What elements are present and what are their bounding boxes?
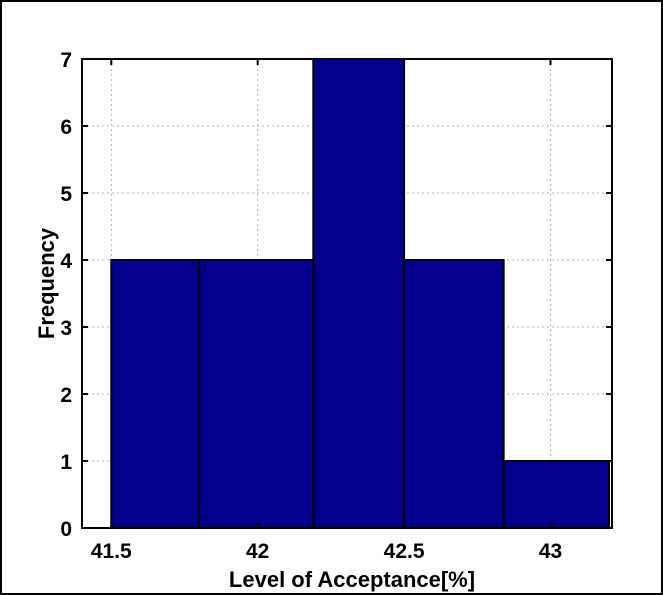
y-tick-label: 6 bbox=[60, 116, 72, 139]
y-axis-label: Frequency bbox=[34, 227, 59, 339]
y-tick-label: 1 bbox=[60, 451, 72, 474]
plot-frame bbox=[81, 58, 613, 529]
y-tick-label: 3 bbox=[60, 317, 72, 340]
x-tick-label: 42 bbox=[246, 540, 269, 563]
x-tick-label: 43 bbox=[539, 540, 562, 563]
histogram-bar-5 bbox=[502, 460, 611, 529]
x-tick-label: 41.5 bbox=[91, 540, 132, 563]
histogram-bars bbox=[110, 58, 611, 529]
y-tick-label: 2 bbox=[60, 384, 72, 407]
y-tick-labels: 0 1 2 3 4 5 6 7 bbox=[60, 49, 72, 541]
y-tick-label: 5 bbox=[60, 183, 72, 206]
y-tick-label: 7 bbox=[60, 49, 72, 72]
histogram-bar-2 bbox=[198, 259, 315, 529]
histogram-bar-4 bbox=[403, 259, 505, 529]
histogram-bar-3 bbox=[312, 58, 406, 529]
y-tick-label: 4 bbox=[60, 250, 72, 273]
tick-marks bbox=[82, 58, 612, 529]
x-tick-label: 42.5 bbox=[384, 540, 425, 563]
y-tick-label: 0 bbox=[60, 518, 72, 541]
x-axis-label: Level of Acceptance[%] bbox=[229, 567, 475, 592]
x-tick-labels: 41.5 42 42.5 43 bbox=[91, 540, 562, 563]
histogram-bar-1 bbox=[110, 259, 201, 529]
